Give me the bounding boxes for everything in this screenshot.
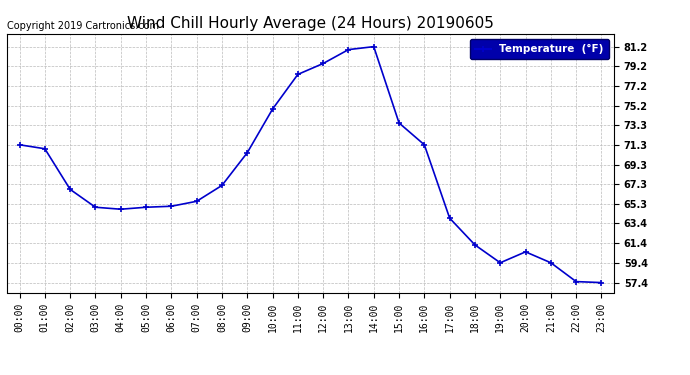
Title: Wind Chill Hourly Average (24 Hours) 20190605: Wind Chill Hourly Average (24 Hours) 201… [127, 16, 494, 31]
Text: Copyright 2019 Cartronics.com: Copyright 2019 Cartronics.com [7, 21, 159, 31]
Legend: Temperature  (°F): Temperature (°F) [470, 39, 609, 60]
